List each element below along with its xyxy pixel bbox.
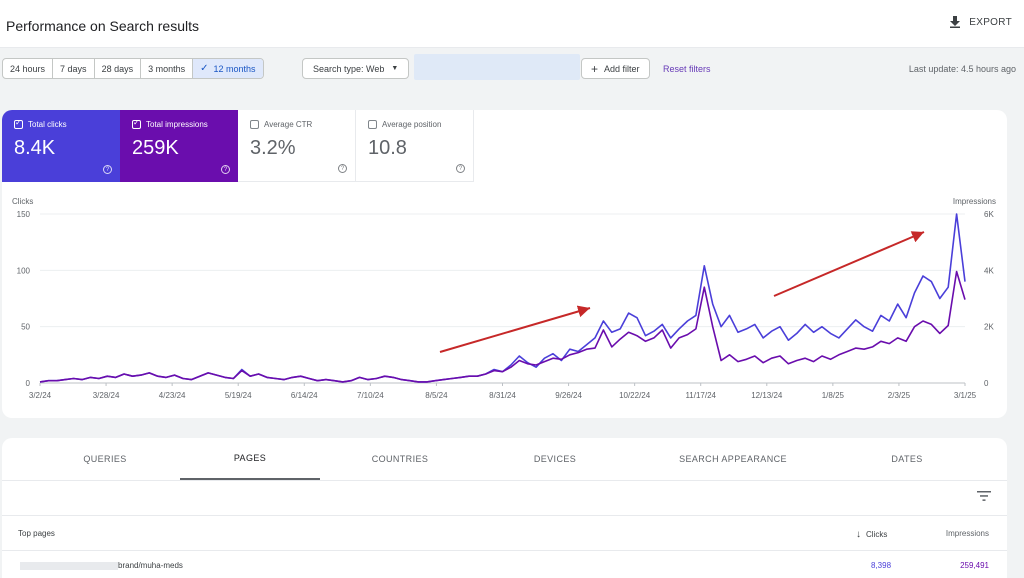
help-icon[interactable]: ? xyxy=(456,164,465,173)
x-tick-label: 9/26/24 xyxy=(555,391,582,400)
checkbox-icon xyxy=(14,118,23,129)
table-row[interactable]: brand/muha-meds 8,398 259,491 xyxy=(2,551,1007,578)
series-line-impressions xyxy=(39,270,966,383)
right-axis-title: Impressions xyxy=(953,197,996,206)
page-header: Performance on Search results EXPORT xyxy=(0,0,1024,48)
date-range-selector: 24 hours 7 days 28 days 3 months ✓ 12 mon… xyxy=(2,58,264,79)
table-header: Top pages ↓ Clicks Impressions xyxy=(2,515,1007,551)
metric-average-position[interactable]: Average position 10.8 ? xyxy=(356,110,474,182)
tab-queries[interactable]: QUERIES xyxy=(83,454,127,464)
metric-value: 259K xyxy=(132,137,179,159)
y-tick-right: 2K xyxy=(984,323,994,332)
y-tick-left: 100 xyxy=(17,266,31,275)
metric-value: 8.4K xyxy=(14,137,56,159)
redacted-filter-chip xyxy=(414,54,580,80)
y-tick-left: 0 xyxy=(26,379,31,388)
x-tick-label: 6/14/24 xyxy=(291,391,318,400)
performance-chart: Clicks Impressions 150 6K 100 4K 50 2K 0 0 3/2/24 3… xyxy=(12,197,996,400)
dropdown-arrow-icon: ▼ xyxy=(391,65,399,72)
dimension-card: QUERIES PAGES COUNTRIES DEVICES SEARCH A… xyxy=(2,438,1007,578)
y-tick-right: 4K xyxy=(984,266,994,275)
tabs-divider xyxy=(2,480,1007,481)
page-url[interactable]: brand/muha-meds xyxy=(118,561,183,570)
last-update-text: Last update: 4.5 hours ago xyxy=(908,64,1016,74)
y-tick-left: 50 xyxy=(21,323,30,332)
date-range-7d[interactable]: 7 days xyxy=(53,59,95,78)
x-tick-label: 10/22/24 xyxy=(619,391,651,400)
help-icon[interactable]: ? xyxy=(103,165,112,174)
x-tick-label: 8/5/24 xyxy=(425,391,448,400)
column-header-pages: Top pages xyxy=(18,529,55,538)
x-tick-label: 4/23/24 xyxy=(159,391,186,400)
metric-total-impressions[interactable]: Total impressions 259K ? xyxy=(120,110,238,182)
export-button[interactable]: EXPORT xyxy=(949,16,1012,28)
filter-toolbar: 24 hours 7 days 28 days 3 months ✓ 12 mon… xyxy=(0,48,1024,90)
help-icon[interactable]: ? xyxy=(338,164,347,173)
search-type-dropdown[interactable]: Search type: Web ▼ xyxy=(302,58,410,79)
download-icon xyxy=(950,16,961,28)
metric-total-clicks[interactable]: Total clicks 8.4K ? xyxy=(2,110,120,182)
x-tick-label: 3/28/24 xyxy=(93,391,120,400)
tab-pages[interactable]: PAGES xyxy=(180,438,320,480)
date-range-12m[interactable]: ✓ 12 months xyxy=(193,59,263,78)
y-tick-right: 0 xyxy=(984,379,989,388)
page-title: Performance on Search results xyxy=(6,18,199,34)
x-tick-label: 2/3/25 xyxy=(888,391,911,400)
x-tick-label: 1/8/25 xyxy=(822,391,845,400)
reset-filters-link[interactable]: Reset filters xyxy=(663,64,711,74)
checkbox-icon xyxy=(132,118,141,129)
x-tick-label: 12/13/24 xyxy=(751,391,783,400)
date-range-28d[interactable]: 28 days xyxy=(95,59,142,78)
y-tick-left: 150 xyxy=(17,210,31,219)
left-axis-title: Clicks xyxy=(12,197,33,206)
series-line-clicks xyxy=(39,213,966,383)
x-tick-label: 3/1/25 xyxy=(954,391,977,400)
checkbox-icon xyxy=(368,120,377,129)
y-tick-right: 6K xyxy=(984,210,994,219)
tab-devices[interactable]: DEVICES xyxy=(533,454,577,464)
metric-average-ctr[interactable]: Average CTR 3.2% ? xyxy=(238,110,356,182)
tab-search-appearance[interactable]: SEARCH APPEARANCE xyxy=(679,454,787,464)
annotation-arrow xyxy=(773,231,925,297)
x-tick-label: 7/10/24 xyxy=(357,391,384,400)
checkbox-icon xyxy=(250,120,259,129)
date-range-24h[interactable]: 24 hours xyxy=(3,59,54,78)
column-header-impressions[interactable]: Impressions xyxy=(945,529,989,538)
x-tick-label: 8/31/24 xyxy=(489,391,516,400)
tab-countries[interactable]: COUNTRIES xyxy=(371,454,429,464)
metric-value: 3.2% xyxy=(250,137,296,159)
row-clicks: 8,398 xyxy=(871,561,892,570)
check-icon: ✓ xyxy=(200,63,209,74)
plus-icon: + xyxy=(591,61,599,76)
x-tick-label: 5/19/24 xyxy=(225,391,252,400)
date-range-3m[interactable]: 3 months xyxy=(141,59,194,78)
export-label: EXPORT xyxy=(969,16,1012,28)
sort-down-arrow-icon: ↓ xyxy=(856,529,861,540)
metric-value: 10.8 xyxy=(368,137,407,159)
redacted-url-prefix xyxy=(20,562,118,570)
add-filter-button[interactable]: + Add filter xyxy=(581,58,650,79)
filter-icon[interactable] xyxy=(977,490,991,502)
tab-dates[interactable]: DATES xyxy=(891,454,923,464)
performance-card: Total clicks 8.4K ? Total impressions 25… xyxy=(2,110,1007,418)
annotation-arrow xyxy=(439,305,591,353)
x-tick-label: 11/17/24 xyxy=(685,391,716,400)
row-impressions: 259,491 xyxy=(960,561,989,570)
x-tick-label: 3/2/24 xyxy=(29,391,52,400)
help-icon[interactable]: ? xyxy=(221,165,230,174)
column-header-clicks[interactable]: ↓ Clicks xyxy=(856,529,888,540)
